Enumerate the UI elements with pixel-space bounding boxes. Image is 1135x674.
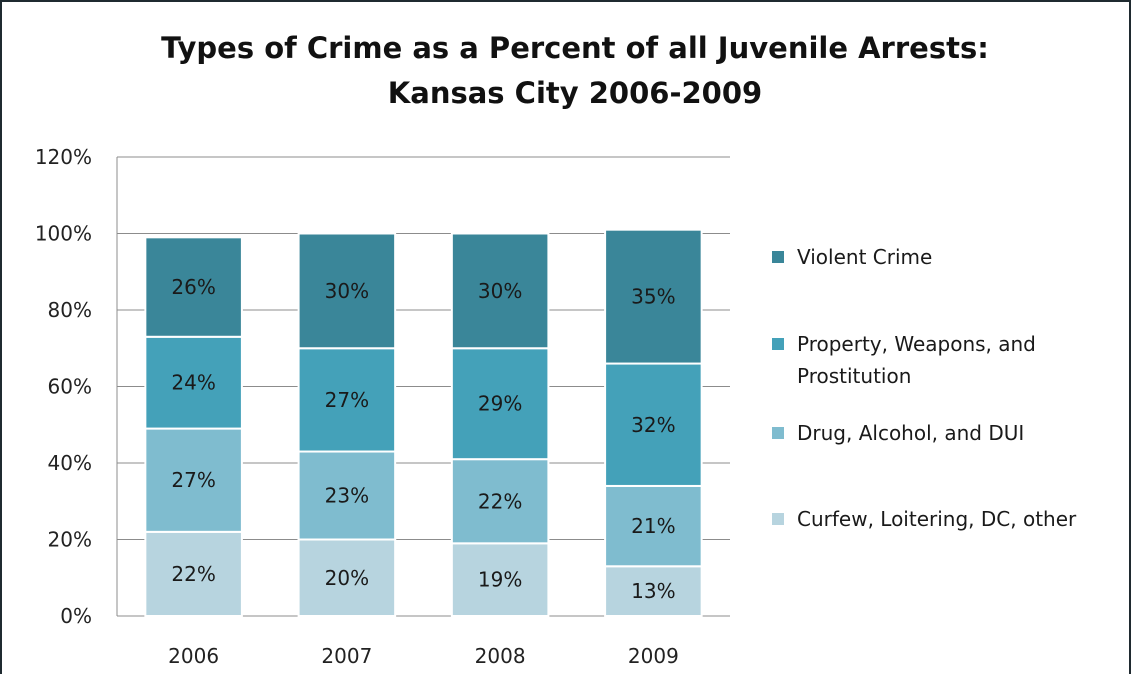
y-tick-label: 60% xyxy=(48,375,92,399)
bar-segment xyxy=(604,565,703,618)
data-label: 27% xyxy=(171,468,215,492)
data-label: 30% xyxy=(478,279,522,303)
bar-segment xyxy=(297,232,397,350)
bar-segment xyxy=(450,542,550,618)
data-label: 29% xyxy=(478,392,522,416)
legend-entry: Property, Weapons, and Prostitution xyxy=(797,332,1036,388)
bar-segment xyxy=(450,232,550,350)
bar-segment xyxy=(450,458,550,545)
data-labels: 22% 27% 24% 26% 20% 23% 27% 30% 19% 22% 29% 30% 13% 2… xyxy=(171,275,675,603)
bar-segment xyxy=(450,347,550,461)
data-label: 35% xyxy=(631,285,675,309)
y-tick-label: 80% xyxy=(48,298,92,322)
legend-swatch xyxy=(772,338,784,350)
chart-title: Types of Crime as a Percent of all Juven… xyxy=(161,31,989,65)
chart-subtitle: Kansas City 2006-2009 xyxy=(388,76,762,110)
bar-segment xyxy=(144,335,243,430)
y-tick-label: 0% xyxy=(60,604,92,628)
data-label: 27% xyxy=(325,388,369,412)
legend-swatch xyxy=(772,251,784,263)
data-label: 22% xyxy=(478,489,522,513)
legend: Violent Crime Property, Weapons, and Prost… xyxy=(772,245,1077,531)
data-label: 32% xyxy=(631,413,675,437)
bar-segment xyxy=(144,427,243,533)
data-label: 23% xyxy=(325,484,369,508)
legend-entry: Violent Crime xyxy=(797,245,932,269)
data-label: 30% xyxy=(325,279,369,303)
x-tick-label: 2006 xyxy=(168,644,219,668)
x-tick-label: 2009 xyxy=(628,644,679,668)
data-label: 26% xyxy=(171,275,215,299)
x-tick-label: 2007 xyxy=(321,644,372,668)
bar-segment xyxy=(604,228,703,365)
bar-segment xyxy=(297,450,397,541)
axes: 0% 20% 40% 60% 80% 100% 120% 2006 2007 2008 2009 xyxy=(35,145,730,668)
legend-swatch xyxy=(772,513,784,525)
bar-segment xyxy=(144,236,243,338)
data-label: 13% xyxy=(631,579,675,603)
data-label: 20% xyxy=(325,566,369,590)
y-tick-label: 120% xyxy=(35,145,92,169)
legend-swatch xyxy=(772,427,784,439)
data-label: 24% xyxy=(171,371,215,395)
bar-segment xyxy=(297,347,397,453)
bar-segment xyxy=(604,362,703,487)
legend-entry: Drug, Alcohol, and DUI xyxy=(797,421,1024,445)
data-label: 21% xyxy=(631,514,675,538)
bars xyxy=(144,228,703,618)
legend-entry: Curfew, Loitering, DC, other xyxy=(797,507,1077,531)
y-tick-label: 20% xyxy=(48,528,92,552)
y-tick-label: 100% xyxy=(35,222,92,246)
y-tick-label: 40% xyxy=(48,451,92,475)
data-label: 22% xyxy=(171,562,215,586)
x-tick-label: 2008 xyxy=(475,644,526,668)
data-label: 19% xyxy=(478,568,522,592)
